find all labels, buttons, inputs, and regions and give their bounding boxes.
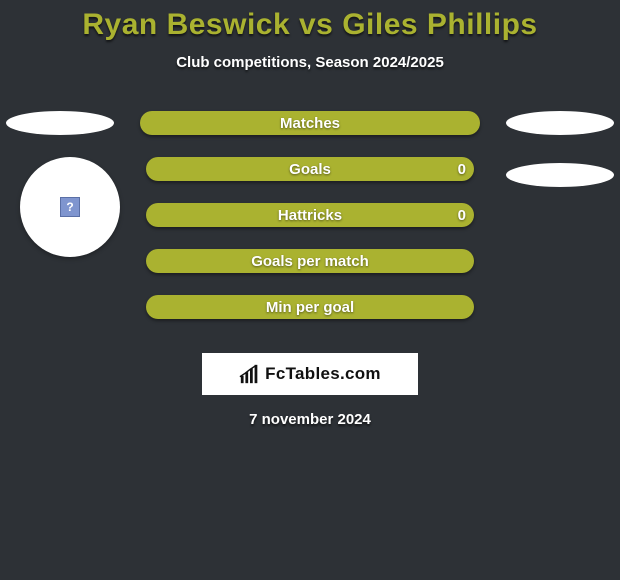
stat-label: Goals bbox=[289, 161, 331, 178]
player2-secondary-oval bbox=[506, 163, 614, 187]
stat-bars: Matches Goals 0 Hattricks 0 Goals per ma… bbox=[140, 111, 480, 341]
stat-bar-matches: Matches bbox=[140, 111, 480, 135]
stat-value-right: 0 bbox=[458, 207, 466, 224]
player1-name-oval bbox=[6, 111, 114, 135]
stat-label: Min per goal bbox=[266, 299, 354, 316]
page-subtitle: Club competitions, Season 2024/2025 bbox=[0, 54, 620, 71]
bar-chart-icon bbox=[239, 363, 261, 385]
comparison-widget: Ryan Beswick vs Giles Phillips Club comp… bbox=[0, 0, 620, 580]
player1-avatar bbox=[20, 157, 120, 257]
stat-bar-min-per-goal: Min per goal bbox=[146, 295, 474, 319]
stat-bar-goals: Goals 0 bbox=[146, 157, 474, 181]
brand-badge[interactable]: FcTables.com bbox=[202, 353, 418, 395]
brand: FcTables.com bbox=[239, 363, 381, 385]
stat-label: Goals per match bbox=[251, 253, 369, 270]
stat-value-right: 0 bbox=[458, 161, 466, 178]
stat-label: Hattricks bbox=[278, 207, 342, 224]
page-title: Ryan Beswick vs Giles Phillips bbox=[0, 0, 620, 42]
player2-name-oval bbox=[506, 111, 614, 135]
placeholder-avatar-icon bbox=[60, 197, 80, 217]
stat-label: Matches bbox=[280, 115, 340, 132]
brand-text: FcTables.com bbox=[265, 364, 381, 384]
stat-bar-hattricks: Hattricks 0 bbox=[146, 203, 474, 227]
stat-bar-goals-per-match: Goals per match bbox=[146, 249, 474, 273]
footer-date: 7 november 2024 bbox=[0, 411, 620, 428]
